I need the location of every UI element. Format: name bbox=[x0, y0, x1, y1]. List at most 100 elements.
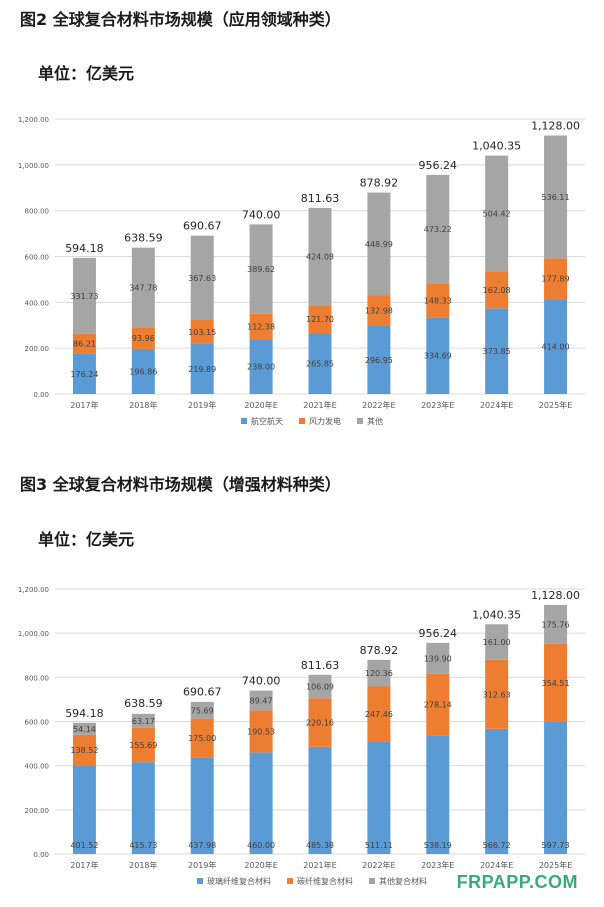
bar-segment-2 bbox=[426, 283, 450, 318]
data-label: 112.38 bbox=[247, 323, 275, 332]
bar-segment-3 bbox=[308, 674, 332, 699]
y-tick-label: 600.00 bbox=[25, 254, 50, 262]
bar-segment-1 bbox=[72, 765, 96, 854]
chart-reinforcement-materials: 0.00 200.00 400.00 600.00 800.00 1,000.00 1,20… bbox=[18, 586, 585, 886]
watermark-logo: FRPAPP.COM bbox=[456, 872, 578, 892]
data-label: 86.21 bbox=[73, 340, 96, 349]
total-label: 638.59 bbox=[124, 232, 163, 245]
legend-swatch bbox=[299, 418, 305, 424]
bar-segment-1 bbox=[190, 343, 214, 394]
bar-segment-2 bbox=[190, 319, 214, 344]
total-label: 740.00 bbox=[242, 208, 281, 221]
bar-segment-3 bbox=[485, 155, 509, 272]
legend-swatch bbox=[197, 878, 203, 884]
y-tick-label: 400.00 bbox=[25, 763, 50, 771]
data-label: 132.98 bbox=[365, 307, 393, 316]
data-label: 162.08 bbox=[483, 286, 511, 295]
figure3-unit: 单位：亿美元 bbox=[38, 530, 135, 549]
bar-segment-2 bbox=[249, 710, 273, 753]
total-label: 1,128.00 bbox=[531, 589, 580, 602]
bar-segment-1 bbox=[131, 348, 155, 394]
figure3-title: 图3 全球复合材料市场规模（增强材料种类） bbox=[20, 475, 341, 494]
bar-segment-2 bbox=[131, 727, 155, 763]
bar-segment-2 bbox=[249, 313, 273, 340]
data-label: 373.85 bbox=[483, 347, 511, 356]
bar-segment-2 bbox=[308, 305, 332, 334]
y-tick-label: 800.00 bbox=[25, 674, 50, 682]
x-tick-label: 2017年 bbox=[70, 860, 98, 870]
data-label: 414.00 bbox=[542, 343, 570, 352]
bar-segment-3 bbox=[72, 722, 96, 735]
data-label: 54.14 bbox=[73, 725, 96, 734]
data-label: 238.00 bbox=[247, 363, 275, 372]
data-label: 278.14 bbox=[424, 700, 452, 709]
data-label: 424.08 bbox=[306, 253, 334, 262]
total-label: 1,040.35 bbox=[472, 608, 521, 621]
bar-segment-1 bbox=[544, 299, 568, 394]
data-label: 536.11 bbox=[542, 193, 570, 202]
x-tick-label: 2024年E bbox=[480, 400, 513, 410]
data-label: 312.63 bbox=[483, 690, 511, 699]
data-label: 597.73 bbox=[542, 841, 570, 850]
bar-segment-2 bbox=[485, 659, 509, 729]
bar-segment-1 bbox=[485, 728, 509, 854]
bar-segment-1 bbox=[249, 339, 273, 394]
data-label: 389.62 bbox=[247, 265, 275, 274]
data-label: 148.33 bbox=[424, 296, 452, 305]
data-label: 196.86 bbox=[129, 367, 157, 376]
data-label: 437.98 bbox=[188, 841, 216, 850]
data-label: 175.00 bbox=[188, 734, 216, 743]
legend-label: 玻璃纤维复合材料 bbox=[207, 876, 271, 886]
data-label: 511.11 bbox=[365, 841, 393, 850]
bar-segment-3 bbox=[190, 235, 214, 320]
bar-segment-2 bbox=[72, 734, 96, 766]
legend-label: 航空航天 bbox=[251, 416, 283, 426]
legend-label: 风力发电 bbox=[309, 416, 341, 426]
x-tick-label: 2023年E bbox=[421, 400, 454, 410]
data-label: 460.00 bbox=[247, 841, 275, 850]
data-label: 504.42 bbox=[483, 209, 511, 218]
bar-segment-1 bbox=[131, 762, 155, 854]
data-label: 138.52 bbox=[70, 746, 98, 755]
x-tick-label: 2018年 bbox=[129, 400, 157, 410]
legend: 航空航天 风力发电 其他 bbox=[241, 416, 383, 426]
x-tick-label: 2020年E bbox=[244, 860, 277, 870]
total-label: 811.63 bbox=[301, 659, 340, 672]
total-label: 594.18 bbox=[65, 707, 104, 720]
total-label: 638.59 bbox=[124, 697, 163, 710]
bar-segment-1 bbox=[426, 735, 450, 854]
data-label: 347.78 bbox=[129, 284, 157, 293]
chart-application-fields: 0.00 200.00 400.00 600.00 800.00 1,000.00 1,20… bbox=[18, 116, 585, 426]
data-label: 538.19 bbox=[424, 841, 452, 850]
legend-swatch bbox=[287, 878, 293, 884]
data-label: 415.73 bbox=[129, 841, 157, 850]
figure2-title: 图2 全球复合材料市场规模（应用领域种类） bbox=[20, 10, 341, 29]
data-label: 139.90 bbox=[424, 654, 452, 663]
y-tick-label: 1,200.00 bbox=[18, 116, 49, 124]
data-label: 265.85 bbox=[306, 360, 334, 369]
legend-swatch bbox=[369, 878, 375, 884]
data-label: 89.47 bbox=[250, 696, 273, 705]
x-tick-label: 2018年 bbox=[129, 860, 157, 870]
legend-label: 其他 bbox=[367, 416, 383, 426]
data-label: 566.72 bbox=[483, 841, 511, 850]
legend-swatch bbox=[241, 418, 247, 424]
x-tick-label: 2019年 bbox=[188, 860, 216, 870]
data-label: 103.15 bbox=[188, 328, 216, 337]
bar-segment-2 bbox=[367, 295, 391, 326]
bar-segment-3 bbox=[367, 659, 391, 687]
x-tick-label: 2025年E bbox=[539, 400, 572, 410]
y-tick-label: 800.00 bbox=[25, 208, 50, 216]
total-label: 878.92 bbox=[360, 177, 399, 190]
data-label: 448.99 bbox=[365, 240, 393, 249]
data-label: 367.63 bbox=[188, 274, 216, 283]
data-label: 121.70 bbox=[306, 315, 334, 324]
bar-segment-2 bbox=[190, 718, 214, 758]
bar-segment-1 bbox=[485, 308, 509, 394]
bar-segment-3 bbox=[72, 257, 96, 334]
y-tick-label: 1,000.00 bbox=[18, 162, 49, 170]
legend-label: 其他复合材料 bbox=[379, 876, 427, 886]
bar-segment-3 bbox=[426, 174, 450, 284]
bar-segment-3 bbox=[485, 624, 509, 660]
bar-segment-1 bbox=[308, 746, 332, 854]
